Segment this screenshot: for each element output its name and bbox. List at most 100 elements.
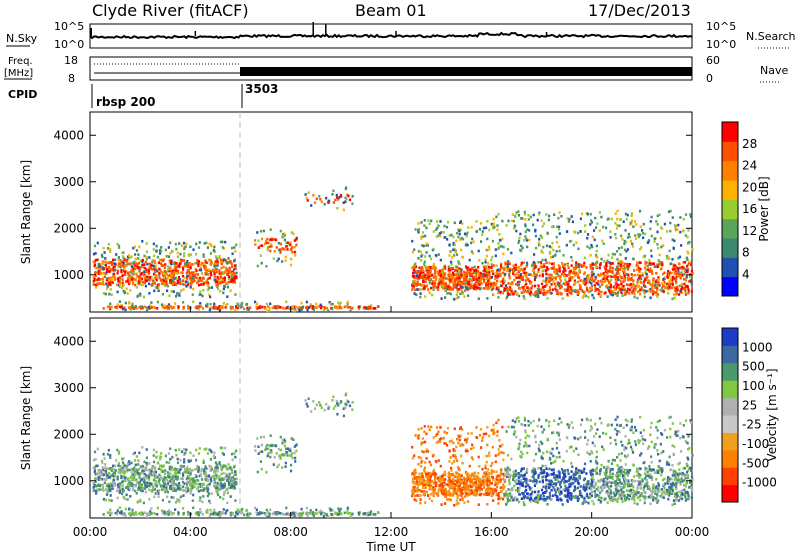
echo-cell [111,467,114,471]
echo-cell [101,280,105,283]
echo-cell [510,290,513,293]
echo-cell [453,254,456,257]
echo-cell [158,271,161,275]
echo-cell [654,265,657,268]
echo-cell [639,280,642,283]
echo-cell [146,481,149,485]
echo-cell [548,261,551,265]
echo-cell [492,283,495,286]
echo-cell [170,270,173,273]
echo-cell [200,272,204,275]
echo-cell [200,279,204,283]
echo-cell [485,460,488,464]
echo-cell [437,253,440,256]
echo-cell [215,268,218,271]
echo-cell [175,277,178,281]
echo-cell [180,271,183,274]
echo-cell [453,298,456,301]
echo-cell [227,463,230,466]
echo-cell [642,282,645,285]
echo-cell [546,231,549,235]
echo-cell [95,484,98,488]
echo-cell [222,287,225,291]
echo-cell [159,484,163,488]
echo-cell [344,200,347,203]
echo-cell [411,494,414,498]
echo-cell [448,243,451,247]
echo-cell [117,244,121,248]
echo-cell [411,288,414,292]
echo-cell [157,286,160,289]
date-title: 17/Dec/2013 [588,1,691,20]
echo-cell [223,276,226,279]
echo-cell [501,291,504,295]
echo-cell [490,482,494,485]
echo-cell [213,268,216,271]
echo-cell [201,261,204,265]
echo-cell [174,467,177,471]
echo-cell [137,253,140,256]
echo-cell [281,439,284,442]
echo-cell [650,215,653,219]
echo-cell [139,484,142,488]
echo-cell [439,258,442,262]
echo-cell [524,223,527,226]
echo-cell [686,285,689,288]
echo-cell [519,276,522,280]
echo-cell [466,243,469,247]
echo-cell [605,226,608,230]
echo-cell [584,224,587,227]
echo-cell [203,263,206,267]
echo-cell [574,264,577,267]
echo-cell [657,259,660,262]
echo-cell [453,453,456,457]
echo-cell [136,275,139,278]
echo-cell [148,266,151,269]
echo-cell [138,451,141,455]
echo-cell [455,445,458,449]
echo-cell [556,292,559,295]
echo-cell [590,267,593,271]
echo-cell [310,204,313,207]
echo-cell [92,283,95,286]
echo-cell [518,239,521,243]
echo-cell [150,470,153,473]
echo-cell [144,275,147,279]
echo-cell [681,286,684,290]
echo-cell [148,482,151,485]
echo-cell [597,283,600,286]
echo-cell [524,235,527,238]
echo-cell [256,264,259,268]
echo-cell [129,289,132,292]
echo-cell [269,455,272,459]
echo-cell [206,261,209,265]
echo-cell [159,456,163,459]
echo-cell [534,246,538,250]
echo-cell [667,270,670,273]
echo-cell [279,448,283,452]
echo-cell [108,472,111,475]
echo-cell [460,268,463,271]
echo-cell [444,267,447,271]
echo-cell [637,285,640,288]
echo-cell [650,254,653,258]
echo-cell [647,268,650,272]
echo-cell [259,254,262,257]
echo-cell [141,260,144,263]
echo-cell [182,489,185,492]
echo-cell [169,279,172,282]
echo-cell [122,283,125,286]
echo-cell [688,240,691,244]
echo-cell [479,428,483,431]
echo-cell [231,252,234,256]
echo-cell [99,262,102,266]
echo-cell [118,246,121,249]
echo-cell [664,276,667,280]
echo-cell [117,462,120,465]
cpid-segment-1: 3503 [245,82,278,96]
echo-cell [161,264,165,267]
echo-cell [109,261,112,264]
echo-cell [133,476,136,479]
echo-cell [652,280,655,284]
echo-cell [113,468,116,471]
